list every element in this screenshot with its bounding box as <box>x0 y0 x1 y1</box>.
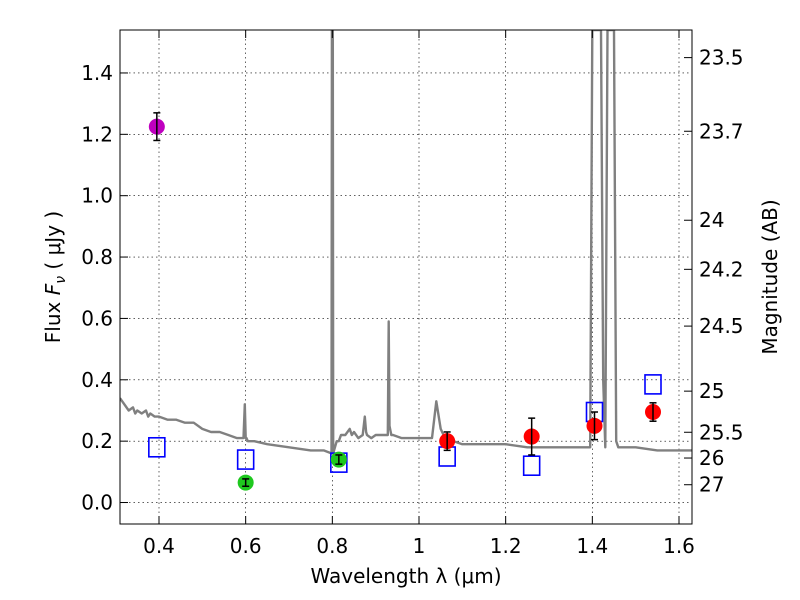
y-tick-label: 1.0 <box>81 184 113 208</box>
y-tick-label: 0.8 <box>81 245 113 269</box>
y-tick-label: 0.2 <box>81 429 113 453</box>
y2-tick-label: 24.5 <box>699 314 744 338</box>
plot-frame <box>119 29 693 525</box>
y-tick-label: 0.0 <box>81 491 113 515</box>
y2-tick-label: 23.7 <box>699 119 744 143</box>
model-photometry-square <box>236 449 255 470</box>
y2-axis-label: Magnitude (AB) <box>758 199 782 354</box>
x-axis-label: Wavelength λ (μm) <box>310 564 501 588</box>
y2-tick-label: 23.5 <box>699 46 744 70</box>
x-tick-label: 0.6 <box>230 534 262 558</box>
y2-tick-label: 25.5 <box>699 420 744 444</box>
x-tick-label: 1 <box>413 534 426 558</box>
y-tick-label: 0.4 <box>81 368 113 392</box>
y-axis-label-subscript: ν <box>53 276 69 284</box>
y-axis-label-prefix: Flux <box>41 295 65 343</box>
model-photometry-square <box>148 436 166 458</box>
y2-tick-label: 24.2 <box>699 257 744 281</box>
model-photometry-square <box>644 374 662 395</box>
spectrum-line <box>120 30 692 455</box>
x-tick-label: 0.8 <box>316 534 348 558</box>
y2-tick-label: 26 <box>699 446 724 470</box>
x-tick-label: 1.6 <box>663 534 695 558</box>
x-tick-label: 1.2 <box>490 534 522 558</box>
x-tick-label: 1.4 <box>576 534 608 558</box>
plot-area <box>120 30 692 491</box>
axis-ticks: 0.4 0.6 0.8 1 1.2 1.4 1.6 0.0 0.2 0.4 0.6 0.8 1.0 1.2… <box>81 30 744 558</box>
y2-tick-label: 25 <box>699 379 724 403</box>
y-axis-label-variable: F <box>41 283 65 295</box>
y2-tick-label: 27 <box>699 473 724 497</box>
y-tick-label: 1.2 <box>81 122 113 146</box>
y-axis-label-unit: ( μJy ) <box>41 211 65 276</box>
x-tick-label: 0.4 <box>143 534 175 558</box>
y-tick-label: 1.4 <box>81 61 113 85</box>
y2-tick-label: 24 <box>699 208 724 232</box>
model-photometry-square <box>522 455 541 477</box>
y-tick-label: 0.6 <box>81 306 113 330</box>
y-axis-label: Flux Fν ( μJy ) <box>41 211 69 343</box>
